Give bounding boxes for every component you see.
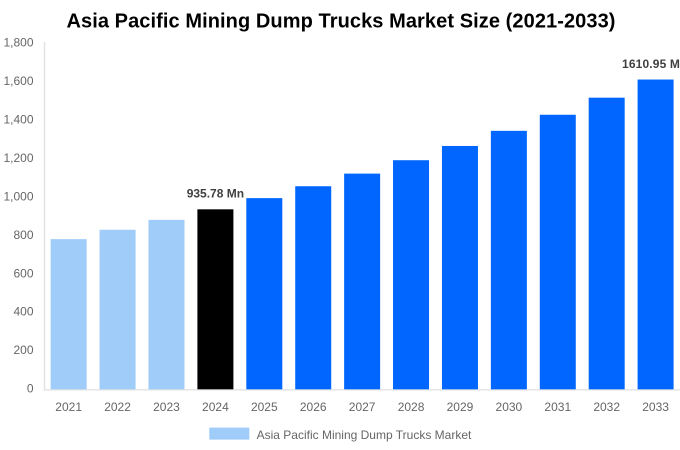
svg-text:1,000: 1,000 xyxy=(3,189,33,203)
svg-text:1,800: 1,800 xyxy=(3,36,33,50)
svg-text:1,400: 1,400 xyxy=(3,113,33,127)
svg-text:2028: 2028 xyxy=(398,400,425,414)
svg-text:400: 400 xyxy=(13,305,33,319)
svg-text:2025: 2025 xyxy=(251,400,278,414)
svg-text:600: 600 xyxy=(13,266,33,280)
svg-text:1,600: 1,600 xyxy=(3,74,33,88)
svg-text:2024: 2024 xyxy=(202,400,229,414)
svg-text:2032: 2032 xyxy=(593,400,620,414)
svg-text:800: 800 xyxy=(13,228,33,242)
svg-text:Asia Pacific Mining Dump Truck: Asia Pacific Mining Dump Trucks Market xyxy=(257,428,472,442)
svg-text:1610.95 Mn: 1610.95 Mn xyxy=(622,57,680,71)
svg-text:2030: 2030 xyxy=(496,400,523,414)
svg-text:2021: 2021 xyxy=(55,400,82,414)
svg-text:2029: 2029 xyxy=(447,400,474,414)
svg-text:0: 0 xyxy=(27,382,34,396)
svg-text:2027: 2027 xyxy=(349,400,376,414)
svg-text:2026: 2026 xyxy=(300,400,327,414)
svg-text:2023: 2023 xyxy=(153,400,180,414)
svg-text:2031: 2031 xyxy=(544,400,571,414)
svg-text:935.78 Mn: 935.78 Mn xyxy=(187,187,244,201)
svg-text:2022: 2022 xyxy=(104,400,131,414)
svg-text:1,200: 1,200 xyxy=(3,151,33,165)
svg-text:200: 200 xyxy=(13,343,33,357)
svg-text:2033: 2033 xyxy=(642,400,669,414)
svg-text:Asia Pacific Mining Dump Truck: Asia Pacific Mining Dump Trucks Market S… xyxy=(66,11,615,33)
